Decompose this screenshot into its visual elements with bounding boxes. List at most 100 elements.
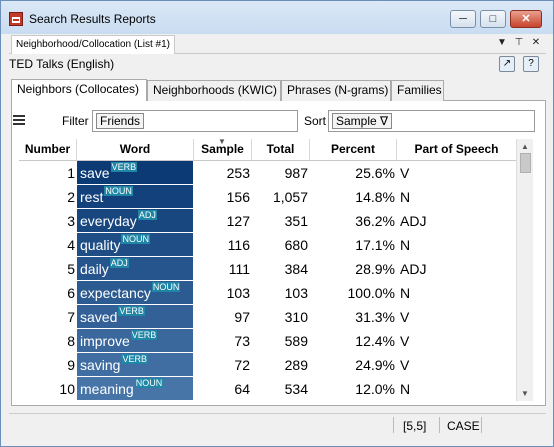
sort-label: Sort [304, 114, 327, 128]
pos-tag-badge: NOUN [151, 282, 181, 292]
cell-number: 9 [67, 357, 75, 373]
document-tab-bar: Neighborhood/Collocation (List #1) ▼ ⊤ ✕ [9, 34, 546, 54]
report-icon [9, 12, 23, 26]
filter-field[interactable]: Friends [92, 110, 298, 132]
cell-total: 1,057 [272, 189, 308, 205]
cell-sample: 103 [226, 285, 250, 301]
close-icon: ✕ [521, 13, 531, 25]
table-row[interactable]: 4 quality NOUN 116 680 17.1% N [19, 233, 516, 257]
dropdown-icon[interactable]: ▼ [497, 37, 507, 48]
column-header-number[interactable]: Number [19, 139, 77, 161]
title-bar[interactable]: Search Results Reports ─ □ ✕ [1, 1, 553, 34]
column-header-pos[interactable]: Part of Speech [397, 139, 516, 161]
cell-percent: 12.0% [355, 381, 395, 397]
cell-total: 351 [284, 213, 308, 229]
cell-sample: 111 [228, 261, 250, 277]
pos-tag-badge: VERB [118, 306, 145, 316]
maximize-button[interactable]: □ [480, 10, 506, 28]
window-title: Search Results Reports [29, 12, 156, 26]
cell-sample: 253 [226, 165, 250, 181]
hamburger-icon[interactable] [13, 115, 25, 125]
table-row[interactable]: 9 saving VERB 72 289 24.9% V [19, 353, 516, 377]
word-text: meaning [80, 381, 134, 397]
cell-total: 534 [284, 381, 308, 397]
status-divider [439, 417, 440, 433]
cell-percent: 24.9% [355, 357, 395, 373]
table-row[interactable]: 2 rest NOUN 156 1,057 14.8% N [19, 185, 516, 209]
table-row[interactable]: 8 improve VERB 73 589 12.4% V [19, 329, 516, 353]
cell-part-of-speech: ADJ [400, 213, 427, 229]
results-table: Number Word Sample ▼ Total Percent Part … [19, 137, 516, 401]
maximize-icon: □ [489, 13, 497, 25]
word-text: rest [80, 189, 104, 205]
column-header-sample[interactable]: Sample [194, 139, 252, 161]
cell-number: 2 [67, 189, 75, 205]
pin-icon[interactable]: ⊤ [514, 37, 524, 48]
cell-total: 310 [284, 309, 308, 325]
table-row[interactable]: 3 everyday ADJ 127 351 36.2% ADJ [19, 209, 516, 233]
cell-part-of-speech: V [400, 309, 410, 325]
pos-tag-badge: VERB [110, 162, 138, 172]
scroll-thumb[interactable] [520, 153, 531, 173]
word-text: improve [80, 333, 130, 349]
minimize-button[interactable]: ─ [450, 10, 476, 28]
vertical-scrollbar[interactable]: ▲ ▼ [516, 139, 533, 401]
cell-word: save VERB [77, 161, 193, 185]
cell-total: 289 [284, 357, 308, 373]
pos-tag-badge: ADJ [109, 258, 129, 268]
pos-tag-badge: ADJ [137, 210, 157, 220]
word-text: everyday [80, 213, 137, 229]
table-row[interactable]: 5 daily ADJ 111 384 28.9% ADJ [19, 257, 516, 281]
cell-word: expectancy NOUN [77, 281, 193, 305]
word-text: expectancy [80, 285, 151, 301]
cell-total: 103 [284, 285, 308, 301]
help-icon[interactable]: ? [523, 56, 539, 72]
cell-total: 987 [284, 165, 308, 181]
column-header-percent[interactable]: Percent [310, 139, 397, 161]
cell-part-of-speech: V [400, 165, 410, 181]
table-row[interactable]: 6 expectancy NOUN 103 103 100.0% N [19, 281, 516, 305]
pos-tag-badge: VERB [121, 354, 148, 364]
cell-part-of-speech: V [400, 357, 410, 373]
cell-number: 5 [67, 261, 75, 277]
cell-total: 384 [284, 261, 308, 277]
cell-percent: 14.8% [355, 189, 395, 205]
cell-word: saving VERB [77, 353, 193, 377]
cell-number: 7 [67, 309, 75, 325]
cell-word: saved VERB [77, 305, 193, 329]
column-header-total[interactable]: Total [252, 139, 310, 161]
tab-phrases[interactable]: Phrases (N-grams) [281, 80, 391, 101]
table-row[interactable]: 10 meaning NOUN 64 534 12.0% N [19, 377, 516, 401]
corpus-title: TED Talks (English) [9, 57, 115, 71]
tab-families[interactable]: Families [391, 80, 444, 101]
status-bar: [5,5] CASE [9, 413, 546, 435]
table-row[interactable]: 1 save VERB 253 987 25.6% V [19, 161, 516, 185]
filter-chip[interactable]: Friends [96, 113, 145, 129]
cell-word: everyday ADJ [77, 209, 193, 233]
cell-sample: 97 [234, 309, 250, 325]
cell-sample: 64 [234, 381, 250, 397]
cell-word: quality NOUN [77, 233, 193, 257]
word-text: quality [80, 237, 121, 253]
cell-percent: 17.1% [355, 237, 395, 253]
cell-number: 10 [59, 381, 75, 397]
cell-percent: 31.3% [355, 309, 395, 325]
sort-chip[interactable]: Sample ∇ [332, 113, 393, 129]
report-tabs: Neighbors (Collocates) Neighborhoods (KW… [11, 79, 546, 101]
scroll-down-icon[interactable]: ▼ [521, 389, 529, 398]
table-row[interactable]: 7 saved VERB 97 310 31.3% V [19, 305, 516, 329]
cell-part-of-speech: N [400, 381, 411, 397]
sort-field[interactable]: Sample ∇ [328, 110, 535, 132]
cell-percent: 100.0% [347, 285, 395, 301]
tab-neighbors[interactable]: Neighbors (Collocates) [11, 79, 147, 101]
export-icon[interactable]: ↗ [499, 56, 515, 72]
word-text: saved [80, 309, 118, 325]
column-header-word[interactable]: Word [77, 139, 194, 161]
cell-word: improve VERB [77, 329, 193, 353]
document-tab[interactable]: Neighborhood/Collocation (List #1) [11, 35, 175, 54]
tab-neighborhoods[interactable]: Neighborhoods (KWIC) [147, 80, 281, 101]
close-tab-icon[interactable]: ✕ [531, 37, 541, 48]
scroll-up-icon[interactable]: ▲ [521, 142, 529, 151]
close-button[interactable]: ✕ [510, 10, 542, 28]
